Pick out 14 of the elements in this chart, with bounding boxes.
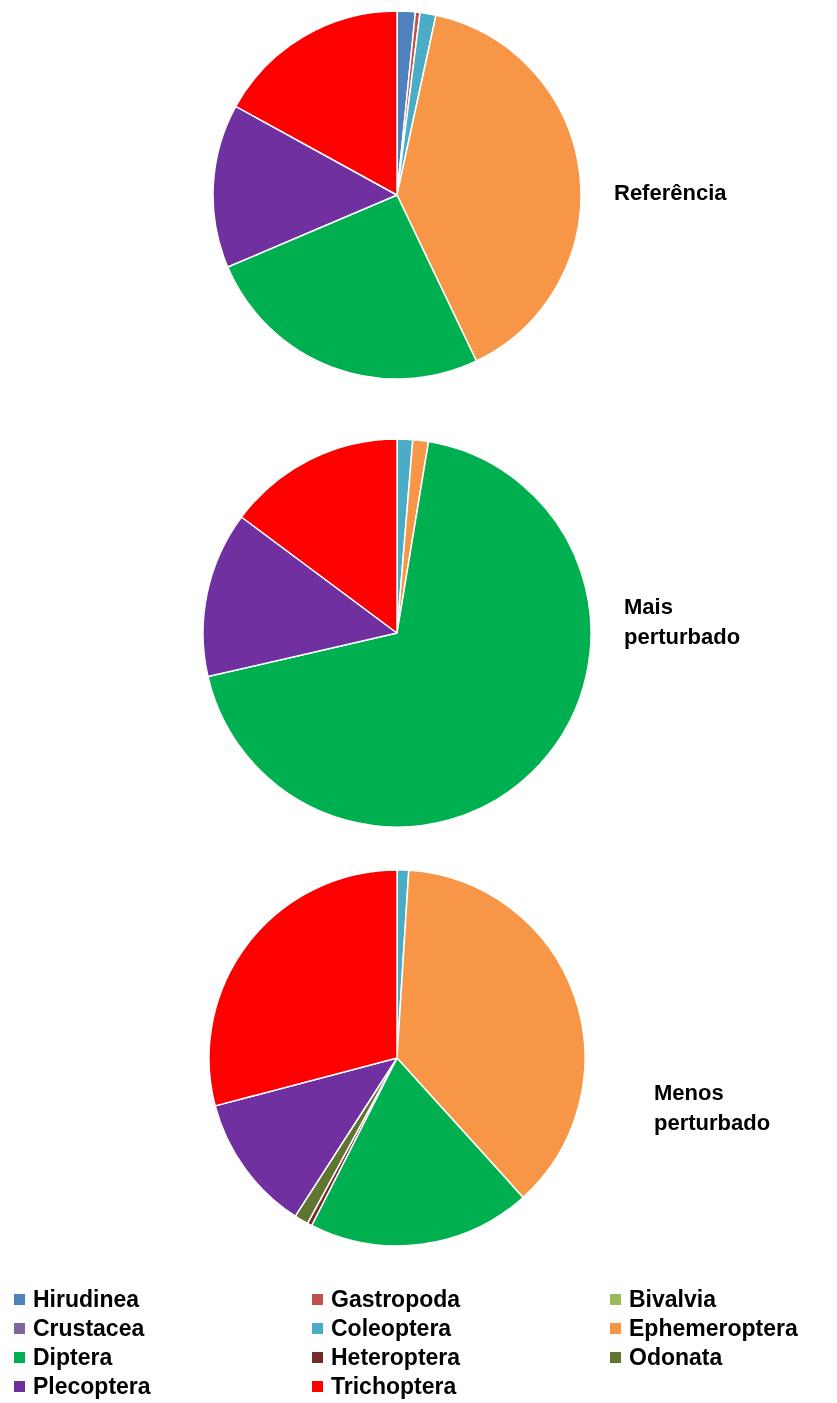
legend-label: Hirudinea (33, 1285, 140, 1314)
legend-label: Ephemeroptera (629, 1314, 798, 1343)
legend-label: Gastropoda (331, 1285, 461, 1314)
legend-label: Plecoptera (33, 1372, 151, 1401)
legend-label: Heteroptera (331, 1343, 461, 1372)
slice-label: Referência (614, 179, 728, 207)
legend-label: Bivalvia (629, 1285, 716, 1314)
legend-label: Diptera (33, 1343, 113, 1372)
legend-label: Crustacea (33, 1314, 145, 1343)
slice-label: Mais perturbado (624, 593, 742, 651)
legend-label: Odonata (629, 1343, 723, 1372)
legend-label: Trichoptera (331, 1372, 457, 1401)
slice-label: Menos perturbado (654, 1079, 772, 1137)
legend-label: Coleoptera (331, 1314, 452, 1343)
